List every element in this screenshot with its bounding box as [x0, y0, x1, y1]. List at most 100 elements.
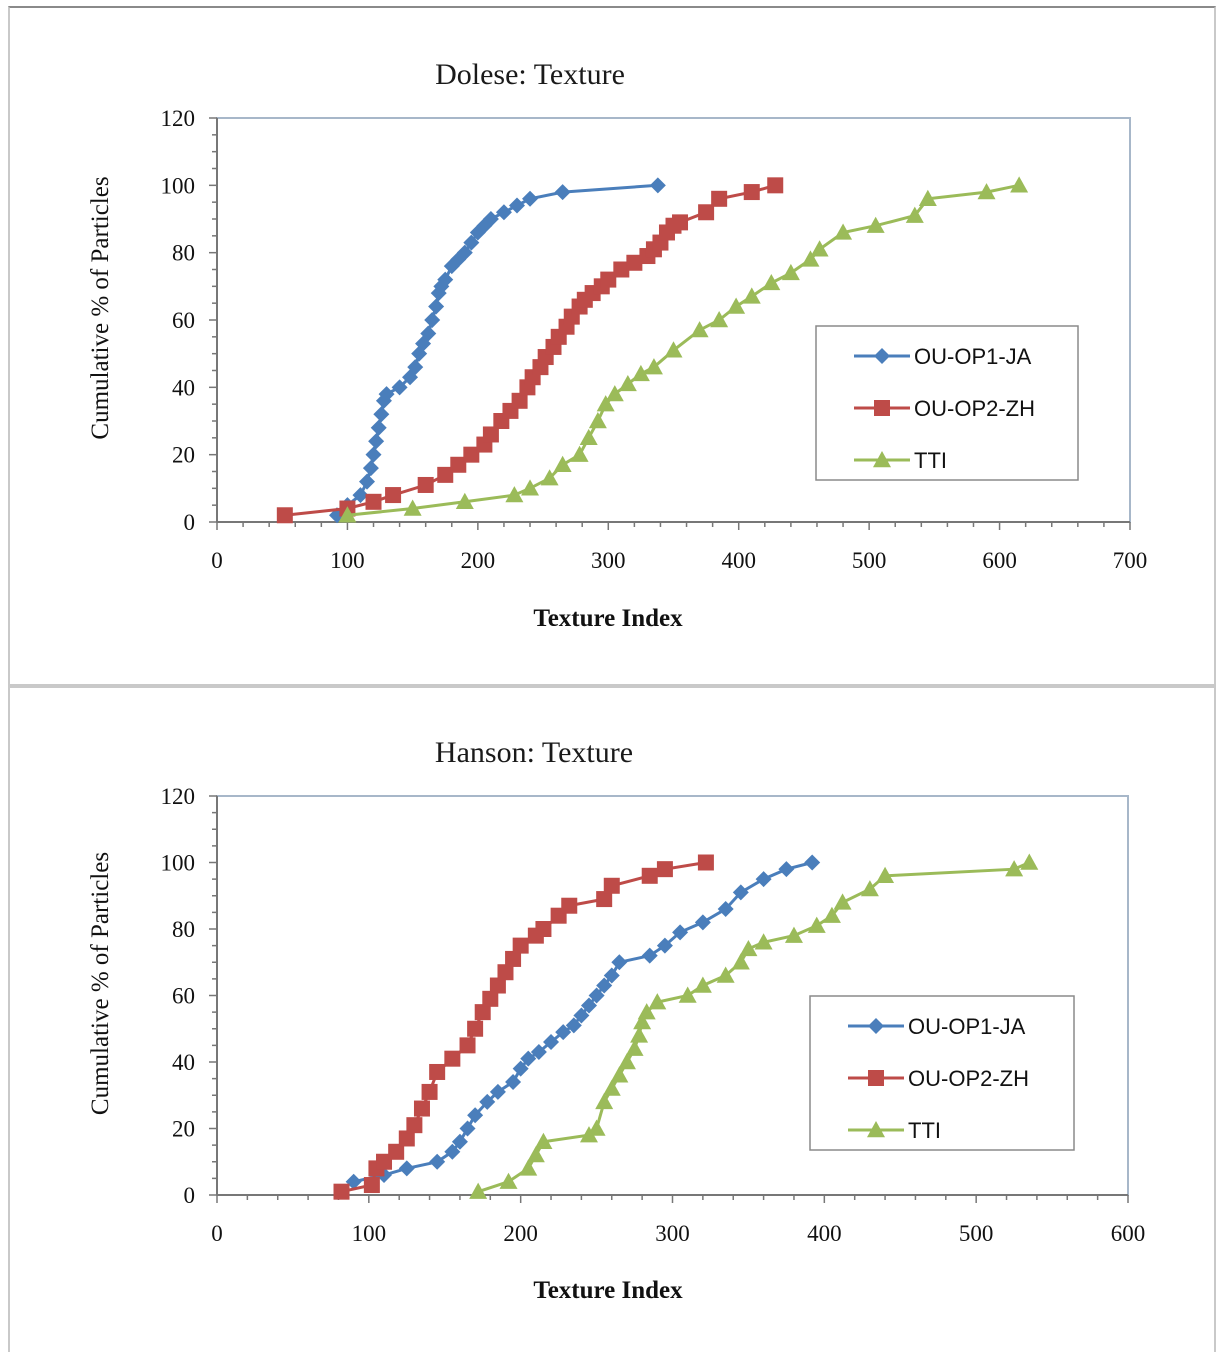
legend-marker: [874, 348, 890, 364]
data-point: [739, 939, 758, 957]
x-tick-label: 400: [721, 548, 756, 573]
data-point: [1010, 176, 1029, 193]
data-point: [391, 379, 408, 396]
chart-title: Hanson: Texture: [435, 736, 633, 769]
chart-dolese-texture: Dolese: Texture 0 20 40 60 80 100 120 0 100 200 300…: [87, 58, 1147, 632]
data-point: [641, 947, 658, 964]
x-tick-label: 500: [959, 1221, 994, 1246]
data-point: [437, 466, 454, 483]
data-point: [1005, 860, 1024, 877]
data-point: [421, 1083, 438, 1100]
data-point: [520, 1050, 537, 1067]
legend-label: OU-OP1-JA: [914, 344, 1032, 369]
y-tick-label: 80: [172, 241, 195, 266]
series-tti: [469, 853, 1039, 1199]
data-point: [489, 977, 506, 994]
data-point: [727, 297, 746, 314]
data-point: [505, 1073, 522, 1090]
data-point: [698, 204, 715, 221]
data-point: [600, 271, 617, 288]
data-point: [602, 1079, 621, 1096]
data-point: [580, 997, 597, 1014]
data-point: [543, 1034, 560, 1051]
y-tick-label: 20: [172, 443, 195, 468]
y-axis-label: Cumulative % of Particles: [87, 852, 114, 1115]
data-point: [710, 311, 729, 328]
data-point: [596, 891, 613, 908]
legend-label: TTI: [908, 1118, 941, 1143]
data-point: [519, 1159, 538, 1176]
data-point: [424, 312, 441, 328]
data-point: [834, 223, 853, 240]
data-point: [860, 880, 879, 897]
data-point: [716, 966, 735, 983]
data-point: [767, 177, 784, 194]
data-point: [428, 298, 445, 315]
data-point: [479, 1093, 496, 1110]
y-tick-label: 60: [172, 308, 195, 333]
data-point: [672, 214, 689, 231]
series-ou-op2-zh: [333, 854, 714, 1200]
data-point: [587, 1119, 606, 1136]
series-line: [284, 183, 776, 517]
data-point: [605, 385, 624, 402]
data-point: [455, 492, 474, 509]
data-point: [781, 263, 800, 281]
data-point: [413, 1100, 430, 1117]
data-point: [365, 493, 382, 510]
x-tick-label: 200: [461, 548, 496, 573]
data-point: [694, 914, 711, 931]
data-point: [482, 990, 499, 1007]
y-tick-label: 100: [161, 851, 196, 876]
data-point: [358, 473, 375, 490]
data-point: [497, 964, 514, 981]
x-tick-label: 100: [330, 548, 365, 573]
data-point: [731, 953, 750, 970]
data-point: [755, 871, 772, 888]
data-point: [866, 216, 885, 233]
data-point: [459, 1120, 476, 1137]
legend-label: OU-OP2-ZH: [914, 396, 1035, 421]
data-point: [664, 341, 683, 358]
data-point: [618, 374, 637, 392]
data-point: [512, 937, 529, 954]
data-point: [804, 854, 821, 871]
data-point: [693, 976, 712, 993]
data-point: [633, 1013, 652, 1030]
data-point: [456, 244, 473, 261]
data-point: [603, 967, 620, 984]
data-point: [505, 950, 522, 967]
data-point: [376, 1153, 393, 1170]
data-point: [644, 358, 663, 375]
data-point: [469, 1182, 488, 1199]
data-point: [1020, 853, 1039, 870]
y-tick-label: 40: [172, 1050, 195, 1075]
x-tick-label: 600: [1111, 1221, 1146, 1246]
series-line: [335, 183, 658, 517]
legend-box: [809, 995, 1075, 1151]
data-point: [833, 893, 852, 910]
legend-marker: [873, 451, 891, 468]
y-tick-label: 60: [172, 984, 195, 1009]
data-point: [444, 1050, 461, 1067]
data-point: [429, 1153, 446, 1170]
data-point: [398, 1130, 415, 1147]
data-point: [656, 861, 673, 878]
legend: OU-OP1-JA OU-OP2-ZH TTI: [809, 995, 1075, 1151]
y-tick-label: 80: [172, 917, 195, 942]
legend-marker: [867, 1121, 885, 1138]
data-point: [778, 861, 795, 878]
data-point: [474, 1004, 491, 1021]
chart-panel-dolese: Dolese: Texture 0 20 40 60 80 100 120 0 100 200 300…: [8, 6, 1216, 686]
chart-panel-hanson: Hanson: Texture 0 20 40 60 80 100 120 0 100 200 300…: [8, 686, 1216, 1352]
data-point: [656, 937, 673, 954]
x-tick-label: 100: [352, 1221, 387, 1246]
data-point: [276, 507, 293, 524]
x-tick-label: 400: [807, 1221, 842, 1246]
data-point: [463, 446, 480, 463]
series-ou-op2-zh: [276, 177, 784, 524]
legend-marker: [874, 400, 890, 416]
data-point: [378, 386, 395, 403]
data-point: [625, 1039, 644, 1056]
chart-hanson-texture: Hanson: Texture 0 20 40 60 80 100 120 0 100 200 300…: [87, 736, 1146, 1304]
